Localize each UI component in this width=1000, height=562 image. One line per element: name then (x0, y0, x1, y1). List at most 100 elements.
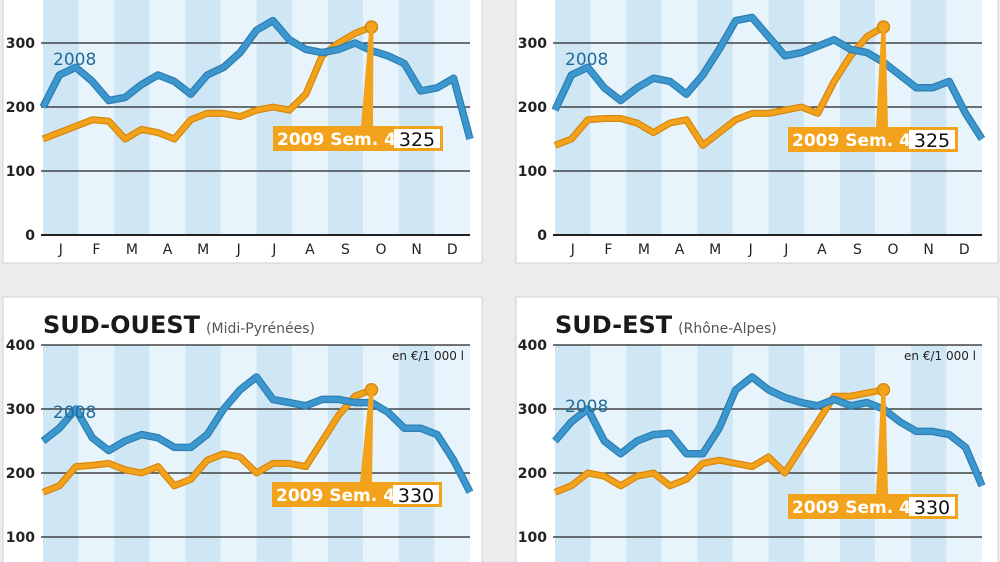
chart-panel-0: 0 100 200 300 J F M A M J J A S O N Den €/1 000 l 2008 20… (2, 0, 483, 264)
y-tick-label: 100 (6, 164, 35, 180)
x-tick-label: M (126, 242, 138, 258)
x-tick-label: S (341, 242, 350, 258)
x-tick-label: D (447, 242, 458, 258)
callout-value-box (394, 129, 440, 148)
callout-label: 2009 Sem. 40 (277, 130, 408, 150)
x-tick-label: J (271, 242, 276, 258)
y-tick-label: 0 (25, 228, 35, 244)
callout-value-box (909, 130, 955, 149)
y-tick-label: 200 (518, 466, 547, 482)
callout-value-box (909, 497, 955, 516)
callout-value-box (393, 485, 439, 504)
month-stripe (43, 345, 79, 562)
x-tick-label: O (376, 242, 387, 258)
series-2009-line (42, 24, 373, 142)
month-stripe (910, 345, 947, 562)
series-2009-line (554, 25, 885, 148)
y-tick-label: 100 (6, 530, 35, 546)
x-tick-label: O (888, 242, 899, 258)
x-tick-label: N (923, 242, 933, 258)
x-tick-label: J (236, 242, 241, 258)
chart-panel-2: 100 200 300 400 SUD-OUEST (Midi-Pyrénées) en €… (2, 296, 483, 562)
y-tick-label: 100 (518, 530, 547, 546)
month-stripe (149, 345, 186, 562)
callout-value: 325 (914, 130, 950, 152)
series-2009-line (42, 387, 373, 495)
callout-value: 330 (914, 497, 950, 519)
month-stripe (804, 345, 840, 562)
y-tick-label: 200 (6, 100, 35, 116)
series-2008-line (41, 374, 473, 494)
month-stripe (327, 345, 364, 562)
y-tick-label: 400 (6, 338, 35, 354)
month-stripe (839, 345, 876, 562)
x-tick-label: M (638, 242, 650, 258)
x-tick-label: A (305, 242, 315, 258)
month-stripe (398, 0, 435, 235)
month-stripe (114, 345, 150, 562)
month-stripe (114, 0, 150, 235)
y-tick-label: 200 (518, 100, 547, 116)
month-stripe (626, 345, 662, 562)
y-tick-label: 400 (518, 338, 547, 354)
x-tick-label: A (163, 242, 173, 258)
callout-label: 2009 Sem. 40 (276, 486, 407, 506)
region-subtitle: (Midi-Pyrénées) (206, 321, 315, 337)
x-tick-label: N (411, 242, 421, 258)
callout-pointer (360, 389, 374, 482)
series-2008-label: 2008 (53, 50, 96, 70)
series-2008-label: 2008 (565, 397, 608, 417)
unit-label: en €/1 000 l (904, 0, 976, 1)
series-2008-line (40, 18, 473, 140)
unit-label: en €/1 000 l (392, 0, 464, 1)
y-tick-label: 300 (6, 36, 35, 52)
unit-label: en €/1 000 l (392, 349, 464, 363)
callout-label: 2009 Sem. 40 (792, 498, 923, 518)
series-2008-line (552, 14, 985, 141)
x-tick-label: F (92, 242, 100, 258)
month-stripe (292, 0, 328, 235)
callout-pointer (876, 389, 888, 494)
y-tick-label: 0 (537, 228, 547, 244)
x-tick-label: D (959, 242, 970, 258)
callout-value: 330 (398, 485, 434, 507)
y-tick-label: 300 (518, 36, 547, 52)
y-tick-label: 300 (6, 402, 35, 418)
x-tick-label: J (783, 242, 788, 258)
chart-panel-1: 0 100 200 300 J F M A M J J A S O N Den €/1 000 l 2008 20… (515, 0, 999, 264)
region-title: SUD-OUEST (43, 311, 201, 339)
series-2008-line (553, 374, 985, 487)
unit-label: en €/1 000 l (904, 349, 976, 363)
y-tick-label: 100 (518, 164, 547, 180)
month-stripe (43, 0, 79, 235)
x-tick-label: S (853, 242, 862, 258)
month-stripe (555, 345, 591, 562)
month-stripe (256, 345, 293, 562)
x-tick-label: J (748, 242, 753, 258)
x-tick-label: M (197, 242, 209, 258)
callout-value: 325 (399, 129, 435, 151)
month-stripe (626, 0, 662, 235)
y-tick-label: 300 (518, 402, 547, 418)
month-stripe (292, 345, 328, 562)
region-title: SUD-EST (555, 311, 673, 339)
x-tick-label: F (604, 242, 612, 258)
x-tick-label: J (570, 242, 575, 258)
month-stripe (149, 0, 186, 235)
x-tick-label: A (817, 242, 827, 258)
x-tick-label: J (58, 242, 63, 258)
month-stripe (398, 345, 435, 562)
x-tick-label: A (675, 242, 685, 258)
series-2008-label: 2008 (53, 403, 96, 423)
month-stripe (910, 0, 947, 235)
chart-panel-3: 100 200 300 400 SUD-EST (Rhône-Alpes) en €/1 0… (515, 296, 999, 562)
callout-pointer (361, 27, 374, 126)
month-stripe (555, 0, 591, 235)
region-subtitle: (Rhône-Alpes) (678, 321, 777, 337)
series-2008-label: 2008 (565, 50, 608, 70)
y-tick-label: 200 (6, 466, 35, 482)
month-stripe (661, 0, 698, 235)
month-stripe (768, 0, 805, 235)
month-stripe (804, 0, 840, 235)
